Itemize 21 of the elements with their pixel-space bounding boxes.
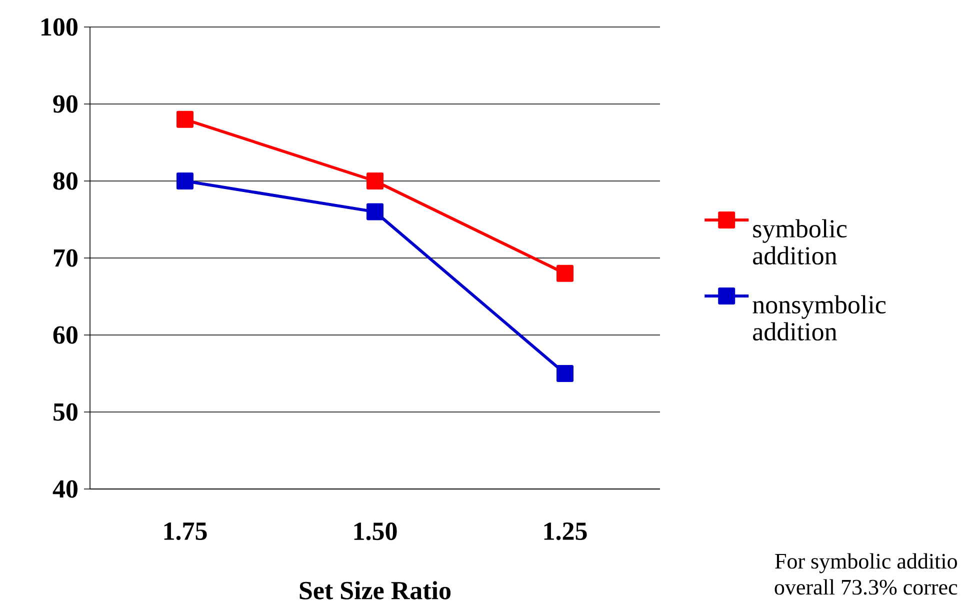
y-tick-label: 60 <box>53 326 78 344</box>
point <box>176 110 194 128</box>
x-tick-label: 1.50 <box>354 522 397 540</box>
text: For symbolic additio <box>775 553 957 574</box>
point <box>176 172 194 190</box>
x-tick-label: 1.75 <box>164 522 207 540</box>
legend-label: nonsymbolic addition <box>752 295 886 341</box>
point <box>556 264 574 282</box>
y-tick-label: 40 <box>52 480 78 498</box>
point <box>366 203 384 220</box>
point <box>556 365 574 382</box>
y-tick-label: 100 <box>42 18 78 36</box>
y-tick-label: 80 <box>53 172 78 190</box>
x-axis-title: Set Size Ratio <box>300 581 451 600</box>
legend-label: symbolic addition <box>753 219 847 265</box>
y-tick-label: 50 <box>54 403 78 421</box>
text: overall 73.3% correc <box>774 579 958 595</box>
y-tick-label: 90 <box>53 95 78 113</box>
x-tick-label: 1.25 <box>544 522 587 540</box>
y-tick-label: 70 <box>54 249 78 267</box>
point <box>366 172 384 190</box>
